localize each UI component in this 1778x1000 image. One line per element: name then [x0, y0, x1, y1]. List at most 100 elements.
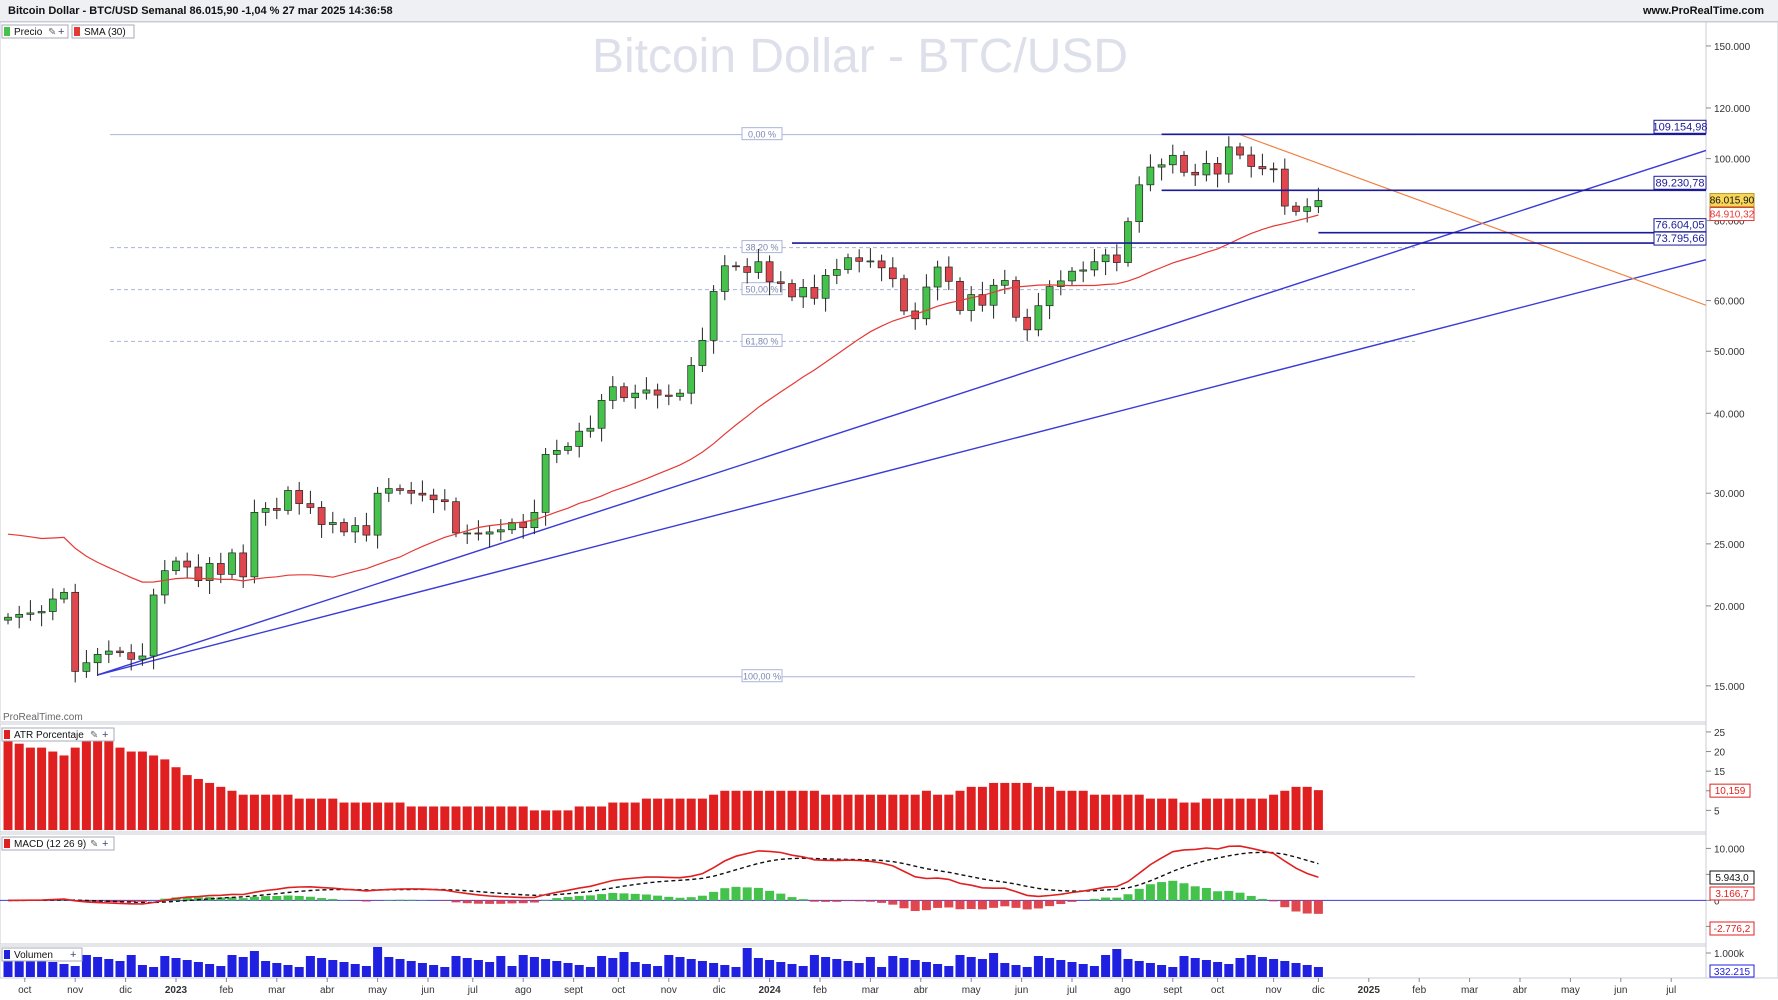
atr-bar: [641, 798, 651, 830]
volume-bar: [473, 960, 483, 977]
volume-legend[interactable]: Volumen +: [1, 947, 83, 962]
atr-bar: [350, 802, 360, 830]
price-legend[interactable]: Precio ✎ +: [1, 24, 69, 39]
volume-bar: [1157, 965, 1167, 977]
candle: [1213, 157, 1222, 188]
macd-hist-bar: [529, 900, 539, 903]
macd-hist-bar: [317, 898, 327, 901]
atr-bar: [944, 794, 954, 830]
volume-legend-label: Volumen: [14, 950, 53, 961]
candle-body: [1191, 171, 1200, 176]
atr-bar: [933, 794, 943, 830]
candle-body: [1012, 280, 1020, 318]
x-tick-label: abr: [914, 985, 929, 996]
volume-bar: [977, 959, 987, 977]
add-icon[interactable]: +: [58, 26, 64, 38]
macd-legend[interactable]: MACD (12 26 9) ✎ +: [1, 836, 115, 851]
candle-body: [26, 612, 35, 615]
candle: [1247, 146, 1256, 178]
volume-bar: [417, 963, 427, 977]
candle-body: [754, 261, 763, 273]
candle-body: [508, 522, 516, 531]
volume-bar: [1089, 966, 1099, 977]
volume-bar: [339, 962, 349, 977]
candle-body: [160, 570, 169, 596]
candle-body: [810, 287, 819, 299]
macd-hist-bar: [989, 900, 999, 908]
candle-body: [440, 499, 449, 503]
macd-hist-bar: [585, 895, 595, 901]
candle-body: [317, 507, 326, 525]
sma-line: [7, 214, 1319, 583]
candle: [1224, 136, 1233, 183]
macd-hist-bar: [574, 895, 584, 901]
candle-body: [720, 265, 729, 292]
candle: [1180, 151, 1188, 177]
candle: [317, 501, 326, 538]
atr-bar: [955, 790, 965, 830]
add-icon[interactable]: +: [102, 838, 108, 850]
atr-bar: [3, 739, 13, 830]
sma-legend[interactable]: SMA (30): [71, 24, 135, 39]
atr-legend[interactable]: ATR Porcentaje ✎ +: [1, 727, 115, 742]
candle-body: [1269, 168, 1278, 171]
candle-body: [474, 532, 483, 535]
wrench-icon[interactable]: ✎: [48, 27, 56, 38]
candle: [597, 394, 606, 442]
candle-body: [1068, 270, 1076, 282]
volume-bars: 1.000k 332.215: [3, 947, 1755, 978]
macd-hist-bar: [249, 896, 259, 901]
macd-value-badge: [1709, 886, 1755, 901]
atr-bar: [720, 790, 730, 830]
price-tick-label: 150.000: [1714, 42, 1751, 53]
x-tick-label: may: [962, 985, 981, 996]
wrench-icon[interactable]: ✎: [90, 730, 98, 741]
candle-body: [608, 386, 617, 401]
volume-bar: [261, 961, 271, 977]
level-label-box: [1653, 175, 1707, 190]
candle-body: [743, 266, 752, 273]
x-tick-label: dic: [1312, 985, 1325, 996]
atr-bar: [115, 747, 125, 830]
candle-body: [620, 386, 628, 399]
candle: [664, 384, 673, 406]
candle: [1012, 276, 1020, 322]
candle-body: [1034, 305, 1043, 331]
volume-bar: [1179, 956, 1189, 977]
candle-body: [351, 525, 360, 533]
price-legend-label: Precio: [14, 27, 43, 38]
atr-bar: [48, 751, 58, 830]
atr-bar: [1313, 790, 1323, 830]
candle: [564, 442, 572, 455]
macd-value-label: 3.166,7: [1715, 889, 1749, 900]
x-tick-label: dic: [119, 985, 132, 996]
atr-bar: [1179, 802, 1189, 830]
macd-hist-bar: [541, 899, 551, 901]
atr-bar: [1190, 802, 1200, 830]
candle-body: [1292, 205, 1300, 212]
atr-bar: [899, 794, 909, 830]
level-label-box: [1653, 231, 1707, 246]
atr-bar: [37, 747, 47, 830]
wrench-icon[interactable]: ✎: [90, 839, 98, 850]
x-tick-label: jun: [1613, 985, 1627, 996]
add-icon[interactable]: +: [102, 729, 108, 741]
candle-body: [362, 525, 371, 536]
volume-bar: [205, 964, 215, 977]
volume-bar: [1269, 959, 1279, 977]
candle: [340, 518, 348, 537]
volume-bar: [37, 960, 47, 977]
fib-label-box: [741, 333, 783, 347]
atr-bar: [1101, 794, 1111, 830]
candle-body: [575, 430, 584, 447]
price-tick-label: 60.000: [1714, 297, 1745, 308]
candle-body: [1079, 269, 1088, 272]
candle-body: [597, 400, 606, 429]
macd-hist-bar: [821, 900, 831, 902]
y-axis-area: [1705, 21, 1778, 979]
x-tick-label: nov: [661, 985, 677, 996]
add-icon[interactable]: +: [70, 949, 76, 961]
candle: [160, 560, 169, 604]
macd-hist-bar: [294, 895, 304, 901]
